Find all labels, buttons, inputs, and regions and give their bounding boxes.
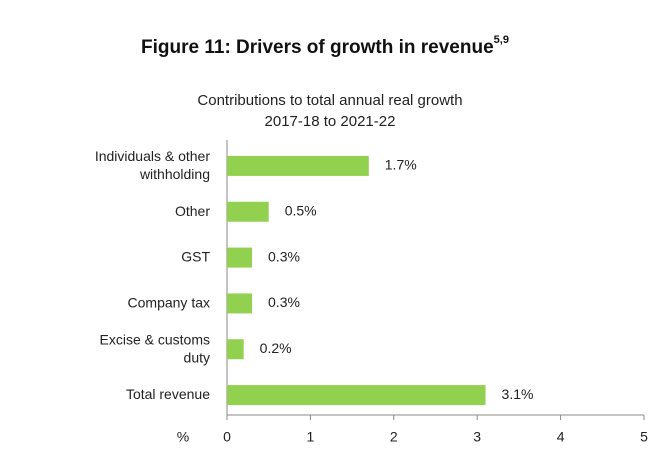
y-tick-label: Total revenue	[126, 386, 210, 402]
bar	[227, 201, 269, 222]
x-tick-label: 5	[640, 429, 648, 445]
value-label: 0.2%	[260, 340, 292, 356]
chart-title: Figure 11: Drivers of growth in revenue	[141, 37, 494, 58]
x-axis-label: %	[177, 429, 189, 445]
chart-title-group: Figure 11: Drivers of growth in revenue5…	[141, 34, 509, 58]
y-tick-label: Company tax	[128, 294, 210, 310]
subtitle: 2017-18 to 2021-22	[265, 113, 396, 130]
y-tick-label-line: withholding	[139, 166, 210, 182]
x-tick-label: 0	[223, 429, 231, 445]
bar	[227, 339, 244, 360]
y-tick-label: Other	[175, 202, 210, 218]
y-tick-label-line: Total revenue	[126, 386, 210, 402]
y-tick-label-line: Other	[175, 202, 210, 218]
y-tick-label-line: GST	[181, 248, 210, 264]
bar	[227, 247, 253, 268]
value-label: 1.7%	[385, 157, 417, 173]
y-tick-label-line: Company tax	[128, 294, 210, 310]
y-tick-label-line: Excise & customs	[100, 331, 210, 347]
bar	[227, 155, 369, 176]
value-label: 0.5%	[285, 202, 317, 218]
y-tick-label: Excise & customs duty	[100, 331, 210, 365]
y-tick-label: GST	[181, 248, 210, 264]
y-tick-label-line: Individuals & other	[95, 148, 211, 164]
x-tick-label: 3	[473, 429, 481, 445]
x-tick-label: 1	[307, 429, 315, 445]
subtitle: Contributions to total annual real growt…	[197, 92, 462, 109]
bar	[227, 293, 253, 314]
title-superscript: 5,9	[494, 34, 509, 46]
value-label: 3.1%	[502, 386, 534, 402]
x-tick-label: 4	[557, 429, 565, 445]
value-label: 0.3%	[268, 248, 300, 264]
y-tick-label: Individuals & other withholding	[95, 148, 211, 182]
y-tick-label-line: duty	[184, 349, 210, 365]
value-label: 0.3%	[268, 294, 300, 310]
bar	[227, 385, 486, 406]
x-tick-label: 2	[390, 429, 398, 445]
